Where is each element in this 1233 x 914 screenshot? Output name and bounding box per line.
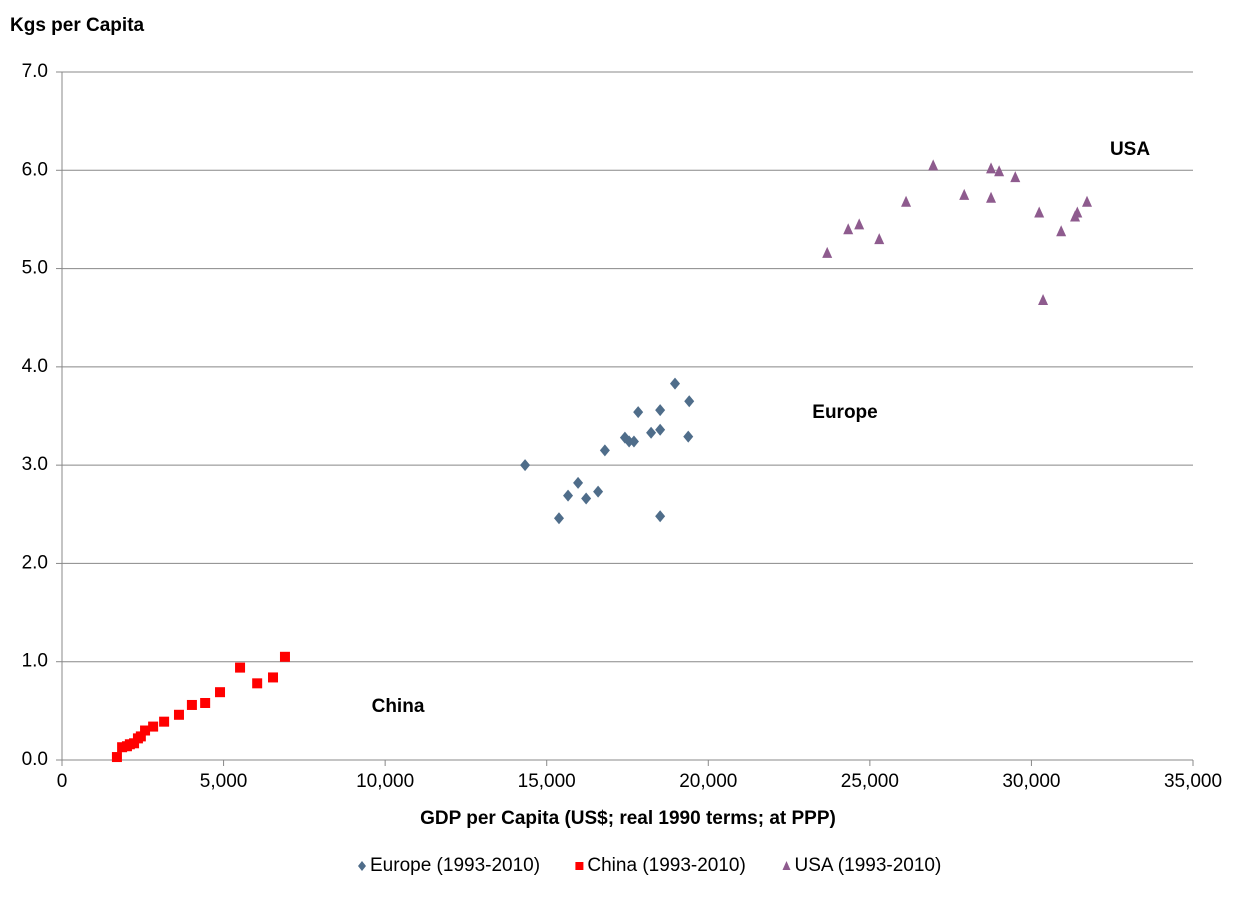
point <box>173 709 184 720</box>
point <box>670 377 681 390</box>
point <box>581 492 592 505</box>
point <box>159 716 170 727</box>
annotation: USA <box>1110 139 1150 160</box>
legend-label: Europe (1993-2010) <box>370 855 540 876</box>
point <box>140 725 151 736</box>
x-tick-label: 30,000 <box>1002 771 1060 792</box>
x-tick-label: 10,000 <box>356 771 414 792</box>
y-tick-label: 1.0 <box>22 651 48 672</box>
x-axis-label: GDP per Capita (US$; real 1990 terms; at… <box>420 808 836 829</box>
point <box>646 426 657 439</box>
point <box>655 404 666 417</box>
point <box>520 459 531 472</box>
legend-marker <box>575 862 584 870</box>
point <box>822 246 833 258</box>
legend-marker <box>782 861 791 870</box>
point <box>843 223 854 235</box>
point <box>986 191 997 203</box>
point <box>1082 195 1093 207</box>
point <box>553 512 564 525</box>
point <box>1072 206 1083 218</box>
y-tick-label: 6.0 <box>22 159 48 180</box>
point <box>1010 171 1021 183</box>
point <box>135 731 146 742</box>
y-tick-label: 4.0 <box>22 356 48 377</box>
point <box>655 423 666 436</box>
point <box>655 510 666 523</box>
point <box>854 218 865 230</box>
point <box>1038 294 1049 306</box>
point <box>215 687 226 698</box>
x-tick-label: 5,000 <box>200 771 248 792</box>
y-tick-label: 0.0 <box>22 749 48 770</box>
x-tick-label: 0 <box>57 771 68 792</box>
point <box>593 485 604 498</box>
y-tick-label: 3.0 <box>22 454 48 475</box>
legend: Europe (1993-2010) China (1993-2010) USA (… <box>358 855 941 876</box>
point <box>683 430 694 443</box>
point <box>599 444 610 457</box>
annotation: Europe <box>812 402 877 423</box>
point <box>1034 206 1045 218</box>
point <box>200 697 211 708</box>
point <box>986 162 997 174</box>
point <box>252 678 263 689</box>
x-tick-label: 35,000 <box>1164 771 1222 792</box>
point <box>573 476 584 489</box>
y-tick-label: 5.0 <box>22 258 48 279</box>
point <box>563 489 574 502</box>
x-tick-label: 20,000 <box>679 771 737 792</box>
legend-label: China (1993-2010) <box>587 855 745 876</box>
point <box>148 721 159 732</box>
point <box>186 699 197 710</box>
legend-label: USA (1993-2010) <box>795 855 942 876</box>
point <box>959 188 970 200</box>
point <box>928 159 939 171</box>
y-tick-label: 2.0 <box>22 552 48 573</box>
point <box>874 233 885 245</box>
point <box>111 752 122 763</box>
point <box>901 195 912 207</box>
point <box>628 435 639 448</box>
annotation: China <box>372 696 425 717</box>
point <box>268 672 279 683</box>
point <box>994 165 1005 177</box>
point <box>279 651 290 662</box>
x-tick-label: 25,000 <box>841 771 899 792</box>
point <box>633 406 644 419</box>
x-tick-label: 15,000 <box>518 771 576 792</box>
point <box>235 662 246 673</box>
point <box>684 395 695 408</box>
legend-marker <box>358 861 366 871</box>
y-axis-label: Kgs per Capita <box>10 15 145 36</box>
point <box>1056 225 1067 237</box>
y-tick-label: 7.0 <box>22 61 48 82</box>
